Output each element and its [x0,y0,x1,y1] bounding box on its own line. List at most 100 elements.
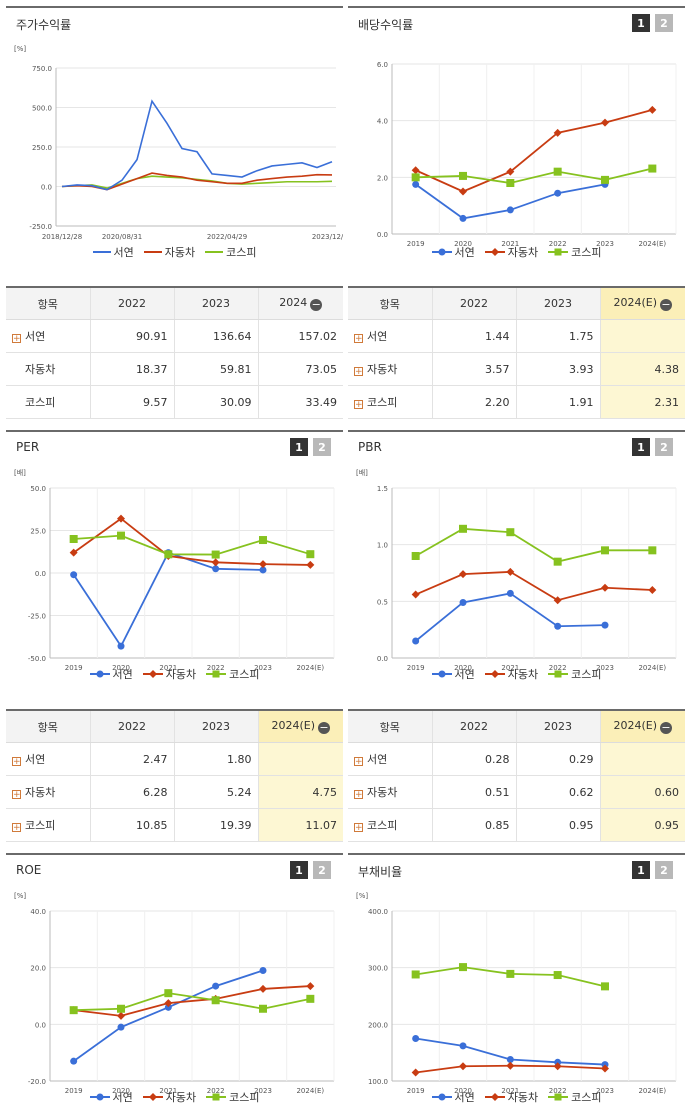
row-label[interactable]: + 서연 [348,742,432,776]
point-auto [259,560,267,569]
dividend-yield-chart: 6.0 4.0 2.0 0.0 2019 2020 2021 2022 2023 2024(E) [377,61,677,248]
point-auto [411,590,420,599]
legend-marker [142,670,163,678]
legend-item-kospi: 코스피 [206,1089,260,1105]
x-tick-label: 2019 [407,240,425,248]
panel-title: 부채비율 [358,865,403,879]
series-line-auto [415,570,653,602]
row-label[interactable]: + 자동차 [348,352,432,386]
row-label[interactable]: + 코스피 [348,808,432,842]
row-label[interactable]: + 서연 [6,319,90,353]
table-cell: 0.51 [431,775,516,809]
point-auto [553,128,562,137]
x-tick-label: 2023 [596,240,614,248]
table-row: + 자동차 6.28 5.24 4.75 [6,775,343,809]
row-label[interactable]: + 코스피 [6,808,90,842]
page-2-button[interactable]: 2 [313,861,331,879]
page-1-button[interactable]: 1 [632,861,650,879]
stock-return-chart: [%] 750.0 500.0 250.0 0.0 -250.0 2018/12/28 202… [14,45,343,241]
column-header: 2024− [257,287,343,320]
expand-icon[interactable]: + [354,823,363,833]
page-1-button[interactable]: 1 [632,14,650,32]
x-tick-label: 2022 [549,664,567,672]
expand-icon[interactable]: + [12,757,21,767]
pbr-panel: PBR 1 2 [배] 1.5 1.0 0.5 0.0 2019 2020 2021 2022 2… [348,430,685,690]
point-auto [648,586,657,594]
x-tick-label: 2021 [501,1087,519,1095]
point-kospi [506,969,515,978]
series-line-seoyon [61,99,333,191]
column-header: 2024(E) − [599,710,685,743]
table-cell: 1.80 [173,742,258,776]
x-tick-label: 2021 [159,664,177,672]
point-seoyon [412,180,420,188]
point-auto [117,1011,125,1020]
x-tick-label: 2024(E) [638,664,666,672]
collapse-icon[interactable]: − [318,721,331,734]
x-tick-label: 2022 [549,1087,567,1095]
table-cell: 73.05 [257,352,343,386]
table-cell: 136.64 [173,319,258,353]
point-kospi [506,179,515,187]
per-table: 항목 2022 2023 2024(E) − + 서연 2.47 1.80 + 자동차 6.28 5.2… [6,709,343,842]
point-kospi [211,996,220,1005]
point-kospi [506,528,515,537]
row-label[interactable]: + 코스피 [348,385,432,419]
page-1-button[interactable]: 1 [632,438,650,456]
page-1-button[interactable]: 1 [290,861,308,879]
page-2-button[interactable]: 2 [655,14,673,32]
expand-icon[interactable]: + [354,790,363,800]
point-auto [601,583,609,592]
legend-label: 서연 [112,668,133,681]
table-row: + 코스피 2.20 1.91 2.31 [348,385,685,419]
legend-label: 서연 [454,668,475,681]
row-label[interactable]: + 자동차 [6,775,90,809]
collapse-icon[interactable]: − [660,298,673,311]
x-tick-label: 2019 [65,1087,83,1095]
table-row: + 서연 2.47 1.80 [6,742,343,776]
legend-label: 자동차 [507,246,539,259]
y-tick-label: 400.0 [368,908,388,916]
page-2-button[interactable]: 2 [313,438,331,456]
point-auto [164,999,173,1008]
legend-item-auto: 자동차 [142,1089,196,1105]
expand-icon[interactable]: + [354,400,363,410]
roe-chart: [%] 40.0 20.0 0.0 -20.0 2019 2020 2021 2022 2023 2… [14,892,335,1095]
point-kospi [601,982,609,991]
collapse-icon[interactable]: − [310,298,323,311]
expand-icon[interactable]: + [12,823,21,833]
table-cell: 18.37 [89,352,174,386]
row-label[interactable]: + 자동차 [348,775,432,809]
x-tick-label: 2019 [407,664,425,672]
expand-icon[interactable]: + [12,790,21,800]
x-tick-label: 2020 [454,1087,472,1095]
point-seoyon [164,1003,172,1011]
point-seoyon [554,189,562,197]
row-label[interactable]: + 서연 [6,742,90,776]
expand-icon[interactable]: + [354,334,363,344]
point-seoyon [506,1055,514,1063]
series-line-auto [415,109,653,193]
unit-label: [%] [14,45,26,53]
y-tick-label: 50.0 [30,485,46,493]
legend-marker [484,670,505,678]
collapse-icon[interactable]: − [660,721,673,734]
expand-icon[interactable]: + [12,334,21,344]
page-2-button[interactable]: 2 [655,861,673,879]
series-line-auto [73,517,311,566]
table-cell: 1.91 [515,385,600,419]
legend-item-seoyon: 서연 [89,666,133,682]
expand-icon[interactable]: + [354,757,363,767]
legend-label: 코스피 [229,668,260,681]
page-1-button[interactable]: 1 [290,438,308,456]
series-line-seoyon [415,592,606,642]
legend-item-seoyon: 서연 [92,246,134,259]
page-2-button[interactable]: 2 [655,438,673,456]
table-cell: 9.57 [89,385,174,419]
panel-title: PBR [358,440,382,454]
table-cell: 1.75 [515,319,600,353]
point-kospi [459,524,467,533]
row-label[interactable]: + 서연 [348,319,432,353]
table-cell [599,742,685,776]
expand-icon[interactable]: + [354,367,363,377]
